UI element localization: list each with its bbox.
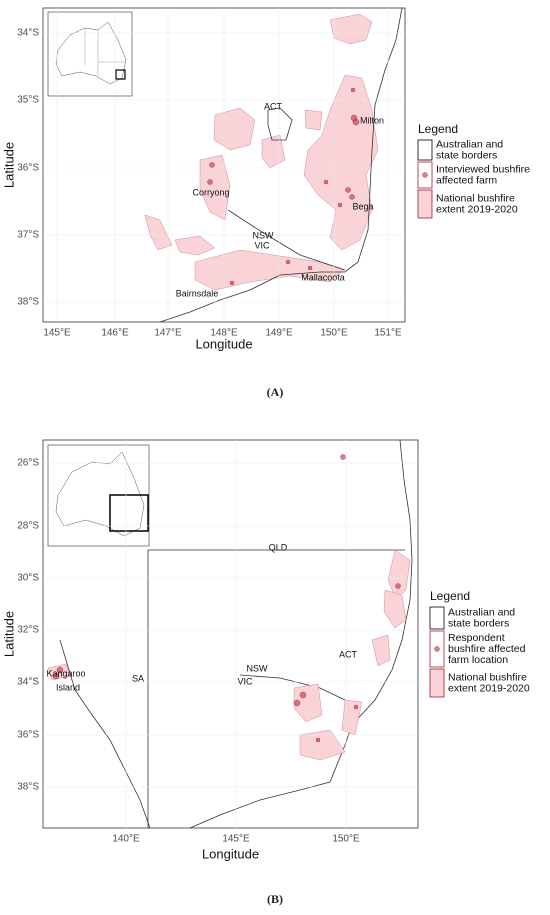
y-tick-label: 37°S bbox=[17, 230, 39, 241]
legend-label: Australian and bbox=[436, 138, 503, 150]
legend-label: affected farm bbox=[436, 174, 497, 186]
legend-label: National bushfire bbox=[436, 192, 515, 204]
place-label: Bega bbox=[352, 201, 373, 211]
x-tick-label: 148°E bbox=[210, 328, 238, 339]
x-tick-label: 145°E bbox=[222, 834, 250, 845]
place-label: Bairnsdale bbox=[176, 288, 219, 298]
legend-key bbox=[429, 668, 445, 698]
place-label: Kangaroo bbox=[46, 668, 85, 678]
place-label: VIC bbox=[254, 240, 270, 250]
place-label: NSW bbox=[253, 230, 275, 240]
legend-key bbox=[417, 139, 433, 161]
map-b-shapes bbox=[47, 439, 413, 829]
y-tick-label: 30°S bbox=[17, 573, 39, 584]
legend-label: state borders bbox=[436, 149, 497, 161]
place-label: Mallacoota bbox=[301, 272, 345, 282]
caption: (B) bbox=[267, 892, 283, 906]
legend-title: Legend bbox=[418, 122, 458, 136]
legend-label: Interviewed bushfire bbox=[436, 163, 530, 175]
place-label: Island bbox=[56, 682, 80, 692]
y-tick-label: 34°S bbox=[17, 28, 39, 39]
y-tick-label: 35°S bbox=[17, 95, 39, 106]
legend-title: Legend bbox=[430, 589, 470, 603]
place-label: ACT bbox=[264, 101, 283, 111]
x-tick-label: 150°E bbox=[332, 834, 360, 845]
x-axis-label: Longitude bbox=[202, 846, 259, 861]
x-tick-label: 151°E bbox=[374, 328, 402, 339]
y-tick-label: 28°S bbox=[17, 521, 39, 532]
place-label: ACT bbox=[339, 649, 358, 659]
y-tick-label: 32°S bbox=[17, 625, 39, 636]
place-label: QLD bbox=[269, 542, 288, 552]
legend-key bbox=[429, 606, 445, 630]
y-axis-label: Latitude bbox=[1, 142, 16, 188]
place-label: VIC bbox=[237, 676, 253, 686]
place-label: SA bbox=[132, 673, 144, 683]
legend-label: extent 2019-2020 bbox=[448, 682, 530, 694]
y-tick-label: 26°S bbox=[17, 458, 39, 469]
x-tick-label: 149°E bbox=[265, 328, 293, 339]
place-label: Milton bbox=[360, 115, 384, 125]
legend-key bbox=[417, 189, 433, 219]
legend-label: Respondent bbox=[448, 632, 505, 644]
labels: 34°S 35°S 36°S 37°S 38°S 145°E 146°E 147°E 148°E… bbox=[1, 8, 530, 906]
legend-label: farm location bbox=[448, 654, 508, 666]
y-axis-label: Latitude bbox=[1, 611, 16, 657]
x-tick-label: 150°E bbox=[320, 328, 348, 339]
x-axis-label: Longitude bbox=[195, 336, 252, 351]
legend-dot bbox=[434, 646, 440, 652]
x-tick-label: 147°E bbox=[154, 328, 182, 339]
x-tick-label: 146°E bbox=[101, 328, 129, 339]
y-tick-label: 38°S bbox=[17, 297, 39, 308]
legend-label: Australian and bbox=[448, 606, 515, 618]
place-label: Corryong bbox=[192, 187, 229, 197]
legend-label: bushfire affected bbox=[448, 643, 526, 655]
legend-label: state borders bbox=[448, 617, 509, 629]
x-tick-label: 145°E bbox=[43, 328, 71, 339]
y-tick-label: 36°S bbox=[17, 163, 39, 174]
y-tick-label: 36°S bbox=[17, 730, 39, 741]
place-label: NSW bbox=[247, 663, 269, 673]
x-tick-label: 140°E bbox=[112, 834, 140, 845]
y-tick-label: 34°S bbox=[17, 677, 39, 688]
caption: (A) bbox=[267, 385, 284, 399]
legend-label: National bushfire bbox=[448, 671, 527, 683]
legend-dot bbox=[422, 172, 428, 178]
legend-label: extent 2019-2020 bbox=[436, 203, 518, 215]
y-tick-label: 38°S bbox=[17, 782, 39, 793]
